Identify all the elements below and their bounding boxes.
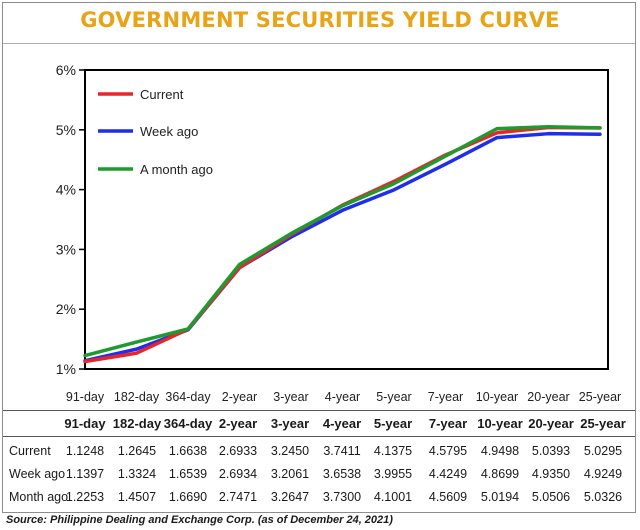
legend-label: A month ago xyxy=(140,162,213,177)
chart-title: GOVERNMENT SECURITIES YIELD CURVE xyxy=(80,8,560,32)
table-header-cell: 364-day xyxy=(163,416,213,431)
table-cell: 3.2647 xyxy=(270,490,310,504)
table-row-label: Month ago xyxy=(9,490,69,504)
y-tick-label: 5% xyxy=(56,122,76,138)
table-cell: 1.1248 xyxy=(65,444,105,458)
table-cell: 1.1397 xyxy=(65,467,105,481)
x-tick-label: 91-day xyxy=(66,390,105,404)
x-tick-label: 20-year xyxy=(527,390,569,404)
table-header-divider xyxy=(3,436,635,437)
y-tick-label: 2% xyxy=(56,301,76,317)
table-row-label: Week ago xyxy=(9,467,66,481)
x-tick-label: 5-year xyxy=(376,390,411,404)
x-tick-label: 25-year xyxy=(579,390,621,404)
table-cell: 4.9498 xyxy=(480,444,520,458)
table-cell: 4.9249 xyxy=(583,467,623,481)
table-cell: 2.6933 xyxy=(218,444,258,458)
table-cell: 3.7411 xyxy=(323,444,361,458)
table-header-cell: 20-year xyxy=(528,416,574,431)
table-header-cell: 5-year xyxy=(373,416,413,431)
table-cell: 3.9955 xyxy=(373,467,413,481)
x-tick-label: 7-year xyxy=(428,390,463,404)
table-header-cell: 3-year xyxy=(270,416,310,431)
table-cell: 3.7300 xyxy=(322,490,362,504)
table-cell: 1.6690 xyxy=(168,490,208,504)
table-header-cell: 7-year xyxy=(428,416,468,431)
table-header-cell: 25-year xyxy=(580,416,626,431)
table-header-cell: 10-year xyxy=(477,416,523,431)
series-line-a-month-ago xyxy=(83,125,602,358)
y-tick-label: 4% xyxy=(56,182,76,198)
table-cell: 1.6539 xyxy=(168,467,208,481)
table-cell: 4.8699 xyxy=(480,467,520,481)
table-cell: 5.0326 xyxy=(583,490,623,504)
table-cell: 5.0295 xyxy=(583,444,623,458)
table-cell: 2.6934 xyxy=(218,467,258,481)
table-cell: 2.7471 xyxy=(218,490,258,504)
y-tick-label: 3% xyxy=(56,241,76,257)
table-cell: 1.4507 xyxy=(117,490,157,504)
table-header-cell: 2-year xyxy=(218,416,258,431)
legend-label: Week ago xyxy=(140,124,198,139)
x-tick-label: 10-year xyxy=(476,390,518,404)
title-divider xyxy=(3,43,635,44)
table-cell: 4.5609 xyxy=(428,490,468,504)
table-cell: 3.2061 xyxy=(270,467,310,481)
table-header-cell: 182-day xyxy=(112,416,162,431)
x-tick-label: 2-year xyxy=(222,390,257,404)
table-cell: 1.2253 xyxy=(65,490,105,504)
table-top-divider xyxy=(3,410,635,411)
table-cell: 4.5795 xyxy=(428,444,468,458)
table-cell: 4.9350 xyxy=(531,467,571,481)
x-tick-label: 3-year xyxy=(273,390,308,404)
x-tick-label: 364-day xyxy=(165,390,211,404)
table-cell: 5.0194 xyxy=(480,490,520,504)
table-cell: 1.6638 xyxy=(168,444,208,458)
table-cell: 1.2645 xyxy=(117,444,157,458)
yield-curve-chart: 1% 2% 3% 4% 5% 6% 91-day 182-day 364-day 2-year 3-… xyxy=(56,62,621,404)
x-tick-label: 182-day xyxy=(114,390,160,404)
table-header-cell: 91-day xyxy=(64,416,106,431)
table-cell: 4.1375 xyxy=(373,444,413,458)
table-cell: 1.3324 xyxy=(117,467,157,481)
y-tick-label: 6% xyxy=(56,62,76,78)
source-note: Source: Philippine Dealing and Exchange … xyxy=(6,514,393,526)
table-row-label: Current xyxy=(9,444,51,458)
table-cell: 4.1001 xyxy=(373,490,413,504)
table-cell: 4.4249 xyxy=(428,467,468,481)
x-tick-label: 4-year xyxy=(325,390,360,404)
table-cell: 3.6538 xyxy=(322,467,362,481)
legend-label: Current xyxy=(140,87,184,102)
table-cell: 5.0506 xyxy=(531,490,571,504)
figure-frame xyxy=(2,2,636,513)
plot-area xyxy=(84,69,609,370)
table-cell: 5.0393 xyxy=(531,444,571,458)
table-header-cell: 4-year xyxy=(322,416,362,431)
y-tick-label: 1% xyxy=(56,361,76,377)
table-cell: 3.2450 xyxy=(270,444,310,458)
